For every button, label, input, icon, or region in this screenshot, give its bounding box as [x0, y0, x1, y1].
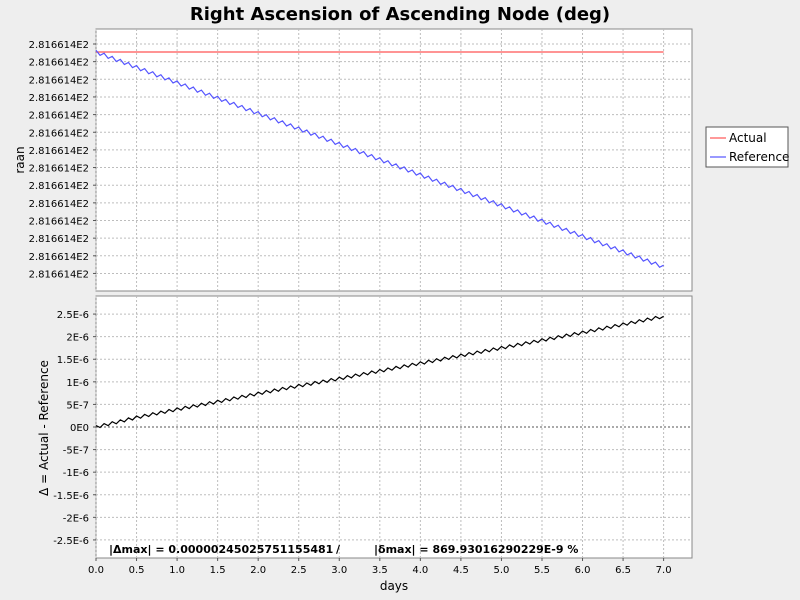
- legend-label-actual: Actual: [729, 131, 767, 145]
- top-y-axis: 2.816614E2 2.816614E2 2.816614E2 2.816614E2…: [29, 40, 96, 280]
- relative-max-readout: |δmax| = 869.93016290229E-9 %: [374, 543, 578, 556]
- x-tick-label: 0.5: [129, 565, 145, 576]
- top-y-tick-label: 2.816614E2: [29, 93, 89, 104]
- bottom-y-tick-label: -1.5E-6: [53, 491, 89, 502]
- top-y-tick-label: 2.816614E2: [29, 269, 89, 280]
- delta-max-readout: |Δmax| = 0.00000245025751155481: [109, 543, 333, 556]
- x-tick-label: 1.5: [210, 565, 226, 576]
- bottom-y-tick-label: 2.5E-6: [57, 310, 89, 321]
- top-y-tick-label: 2.816614E2: [29, 252, 89, 263]
- top-y-tick-label: 2.816614E2: [29, 146, 89, 157]
- x-tick-label: 1.0: [169, 565, 185, 576]
- bottom-y-tick-label: -2.5E-6: [53, 536, 89, 547]
- x-axis: 0.0 0.5 1.0 1.5 2.0 2.5 3.0 3.5 4.0 4.5 5.0 5.5 6.0 6…: [88, 558, 672, 576]
- x-tick-label: 4.0: [412, 565, 428, 576]
- legend: Actual Reference: [705, 126, 789, 168]
- x-tick-label: 6.5: [615, 565, 631, 576]
- x-tick-label: 5.5: [534, 565, 550, 576]
- top-y-tick-label: 2.816614E2: [29, 111, 89, 122]
- legend-label-reference: Reference: [729, 150, 789, 164]
- stats-separator: /: [336, 543, 341, 556]
- top-y-tick-label: 2.816614E2: [29, 75, 89, 86]
- x-tick-label: 5.0: [493, 565, 509, 576]
- bottom-y-tick-label: 5E-7: [66, 400, 89, 411]
- top-y-tick-label: 2.816614E2: [29, 234, 89, 245]
- x-tick-label: 0.0: [88, 565, 104, 576]
- x-tick-label: 3.5: [372, 565, 388, 576]
- bottom-y-tick-label: 1E-6: [66, 378, 89, 389]
- bottom-y-tick-label: -1E-6: [63, 468, 89, 479]
- chart-title: Right Ascension of Ascending Node (deg): [190, 4, 610, 25]
- x-tick-label: 7.0: [656, 565, 672, 576]
- bottom-y-axis: 2.5E-6 2E-6 1.5E-6 1E-6 5E-7 0E0 -5E-7 -1E-6 -1.…: [53, 310, 96, 547]
- top-y-tick-label: 2.816614E2: [29, 217, 89, 228]
- series-line-reference: [95, 49, 664, 269]
- top-y-tick-label: 2.816614E2: [29, 199, 89, 210]
- x-tick-label: 6.0: [575, 565, 591, 576]
- x-tick-label: 2.0: [250, 565, 266, 576]
- bottom-y-tick-label: 1.5E-6: [57, 355, 89, 366]
- top-series: [95, 49, 664, 269]
- top-y-tick-label: 2.816614E2: [29, 40, 89, 51]
- top-y-tick-label: 2.816614E2: [29, 128, 89, 139]
- bottom-grid: [95, 296, 692, 558]
- top-y-tick-label: 2.816614E2: [29, 164, 89, 175]
- top-y-tick-label: 2.816614E2: [29, 181, 89, 192]
- bottom-y-tick-label: 0E0: [70, 423, 89, 434]
- bottom-series: [95, 315, 664, 429]
- bottom-y-axis-label: Δ = Actual - Reference: [37, 360, 51, 496]
- x-axis-label: days: [380, 579, 408, 593]
- top-plot-area: [95, 28, 693, 292]
- legend-box: [705, 126, 789, 168]
- x-tick-label: 4.5: [453, 565, 469, 576]
- x-tick-label: 2.5: [291, 565, 307, 576]
- top-grid: [95, 29, 692, 291]
- series-line-delta: [95, 315, 664, 429]
- top-y-tick-label: 2.816614E2: [29, 58, 89, 69]
- top-y-axis-label: raan: [13, 146, 27, 173]
- bottom-y-tick-label: -5E-7: [63, 446, 89, 457]
- bottom-y-tick-label: -2E-6: [63, 513, 89, 524]
- x-tick-label: 3.0: [331, 565, 347, 576]
- bottom-y-tick-label: 2E-6: [66, 333, 89, 344]
